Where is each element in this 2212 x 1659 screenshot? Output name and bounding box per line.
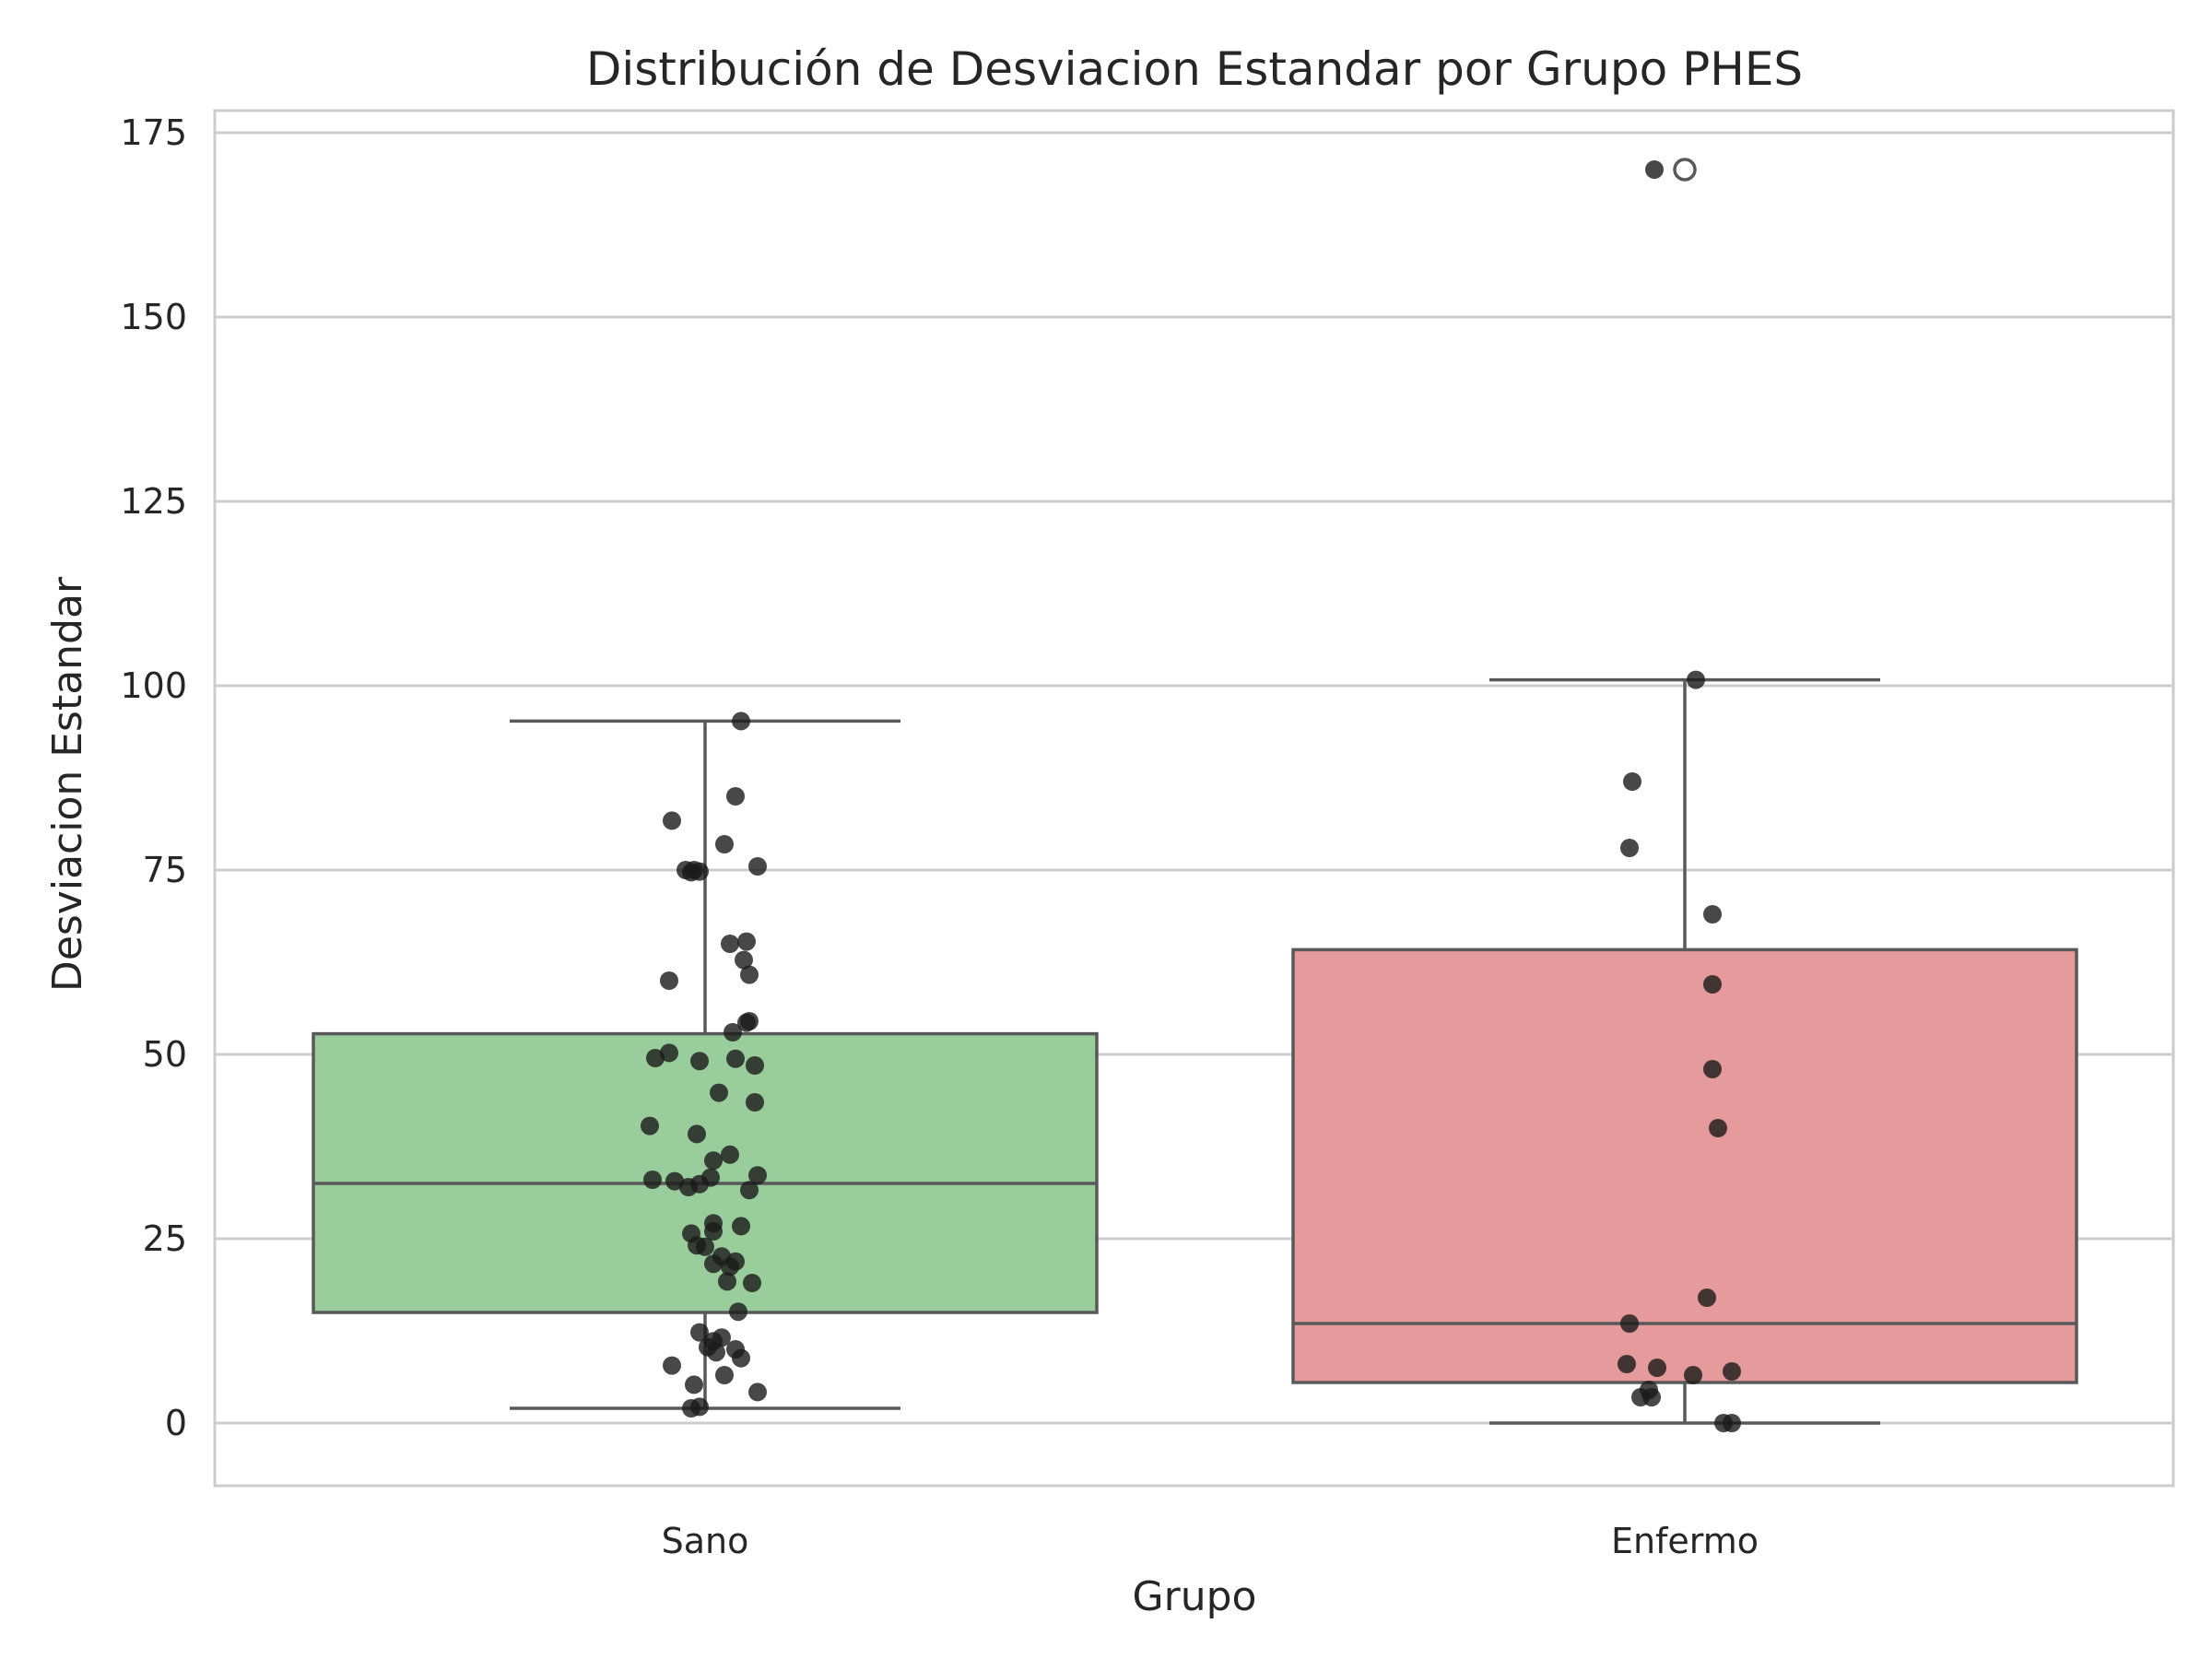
x-tick-labels: Sano Enfermo [662,1521,1759,1561]
point-sano-18 [660,1043,678,1063]
point-sano-8 [721,935,739,953]
point-sano-46 [743,1274,761,1292]
point-sano-23 [746,1093,764,1112]
point-sano-45 [718,1272,736,1291]
point-sano-15 [724,1023,742,1041]
point-sano-20 [726,1049,745,1068]
point-sano-57 [685,1375,703,1394]
y-tick-label-50: 50 [143,1034,187,1075]
point-enfermo-9 [1620,1314,1639,1333]
point-sano-47 [729,1302,747,1322]
x-axis-label: Grupo [1133,1573,1257,1620]
point-sano-17 [646,1049,665,1067]
y-tick-label-150: 150 [120,297,187,337]
point-sano-9 [737,932,756,951]
point-sano-26 [721,1145,739,1164]
plot-frame [213,109,2175,1488]
point-enfermo-7 [1709,1119,1727,1137]
point-sano-43 [704,1254,723,1274]
strip-points [641,160,1741,1432]
y-tick-label-25: 25 [143,1218,187,1259]
point-sano-56 [715,1366,734,1384]
point-sano-19 [690,1052,709,1071]
point-enfermo-12 [1723,1362,1741,1381]
point-sano-27 [704,1151,723,1171]
y-tick-label-125: 125 [120,481,187,522]
point-sano-34 [740,1181,759,1200]
point-sano-44 [721,1257,739,1277]
point-enfermo-1 [1687,670,1705,689]
point-sano-36 [732,1217,750,1236]
point-sano-11 [740,965,759,984]
y-tick-label-175: 175 [120,112,187,153]
point-sano-5 [748,857,767,876]
boxes [312,158,2078,1425]
point-sano-22 [710,1083,728,1102]
y-tick-label-100: 100 [120,665,187,706]
box-enfermo [1291,947,2078,1384]
point-sano-21 [746,1056,764,1075]
chart-title: Distribución de Desviacion Estandar por … [586,42,1803,96]
point-sano-0 [732,712,750,731]
point-enfermo-16 [1631,1388,1650,1406]
point-sano-52 [707,1343,725,1362]
point-enfermo-3 [1620,839,1639,857]
point-sano-12 [660,971,678,990]
y-axis-label: Desviacion Estandar [44,576,91,992]
point-enfermo-0 [1645,160,1664,179]
point-sano-3 [715,835,734,853]
point-sano-13 [677,861,695,879]
point-sano-55 [726,1340,745,1359]
point-enfermo-13 [1684,1366,1702,1384]
point-enfermo-2 [1623,772,1641,791]
point-sano-60 [682,1399,700,1418]
point-sano-54 [663,1356,681,1375]
outlier-enfermo-0 [1673,158,1697,182]
point-sano-48 [690,1323,709,1342]
point-enfermo-4 [1703,905,1722,924]
point-enfermo-10 [1618,1355,1636,1373]
point-enfermo-8 [1698,1288,1716,1307]
point-sano-58 [748,1382,767,1402]
point-sano-30 [643,1171,662,1189]
point-enfermo-6 [1703,1060,1722,1078]
point-sano-10 [735,950,753,970]
point-enfermo-11 [1648,1359,1666,1377]
point-sano-2 [726,787,745,806]
point-sano-37 [704,1222,723,1241]
x-tick-label-sano: Sano [662,1521,749,1561]
point-enfermo-5 [1703,975,1722,994]
point-sano-24 [641,1116,659,1135]
point-sano-40 [688,1236,706,1255]
point-sano-16 [737,1013,756,1032]
point-sano-28 [748,1166,767,1185]
y-tick-label-0: 0 [165,1403,187,1443]
point-sano-25 [688,1124,706,1144]
point-sano-31 [665,1171,684,1191]
point-sano-33 [679,1178,698,1196]
point-enfermo-18 [1723,1414,1741,1432]
x-tick-label-enfermo: Enfermo [1611,1521,1759,1561]
point-sano-1 [663,811,681,830]
y-tick-labels: 0 25 50 75 100 125 150 175 [120,112,187,1443]
y-tick-label-75: 75 [143,850,187,890]
